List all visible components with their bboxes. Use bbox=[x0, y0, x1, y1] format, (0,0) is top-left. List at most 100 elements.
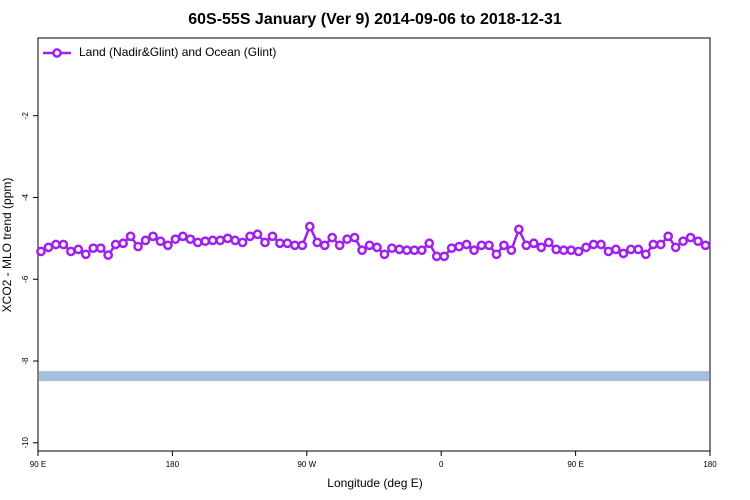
data-point bbox=[148, 231, 158, 242]
x-tick-label: 180 bbox=[166, 460, 180, 469]
y-tick-label: -6 bbox=[21, 275, 30, 283]
data-point bbox=[491, 249, 502, 260]
data-point bbox=[155, 236, 166, 247]
data-point bbox=[230, 235, 240, 246]
data-point bbox=[118, 238, 128, 249]
x-tick-label: 90 E bbox=[30, 460, 46, 469]
data-point bbox=[476, 240, 487, 251]
data-point bbox=[506, 245, 517, 256]
data-point bbox=[342, 234, 352, 245]
x-axis-label: Longitude (deg E) bbox=[327, 476, 422, 490]
data-point bbox=[640, 249, 651, 260]
data-point bbox=[185, 234, 196, 245]
y-tick-label: -10 bbox=[21, 436, 30, 448]
data-point bbox=[424, 238, 435, 249]
data-point bbox=[80, 249, 91, 260]
data-point bbox=[416, 245, 427, 256]
data-point bbox=[133, 241, 143, 252]
data-point bbox=[267, 231, 278, 242]
data-point bbox=[349, 232, 360, 243]
data-point bbox=[633, 244, 644, 255]
data-point bbox=[446, 243, 457, 254]
data-point bbox=[670, 242, 681, 253]
data-point bbox=[685, 232, 696, 243]
data-point bbox=[207, 235, 218, 246]
data-point bbox=[110, 239, 121, 250]
data-point bbox=[618, 248, 629, 259]
data-point bbox=[170, 234, 181, 245]
data-point bbox=[192, 237, 203, 248]
data-point bbox=[499, 240, 509, 251]
data-point bbox=[252, 229, 263, 240]
data-point bbox=[678, 236, 688, 247]
data-point bbox=[663, 231, 674, 242]
data-point bbox=[581, 242, 591, 253]
data-point bbox=[484, 240, 494, 251]
data-point bbox=[260, 237, 270, 248]
x-tick-label: 90 W bbox=[297, 460, 316, 469]
data-point bbox=[603, 246, 614, 257]
data-point bbox=[573, 246, 584, 257]
data-point bbox=[312, 237, 323, 248]
data-point bbox=[379, 249, 390, 260]
data-point bbox=[626, 244, 636, 255]
data-point bbox=[58, 239, 69, 250]
data-point bbox=[304, 221, 315, 232]
data-point bbox=[394, 244, 405, 255]
data-point bbox=[655, 239, 666, 250]
chart-title: 60S-55S January (Ver 9) 2014-09-06 to 20… bbox=[188, 11, 562, 28]
x-tick-label: 180 bbox=[703, 460, 717, 469]
data-point bbox=[73, 244, 84, 255]
data-point bbox=[125, 231, 136, 242]
data-point bbox=[245, 231, 255, 242]
data-point bbox=[95, 243, 106, 254]
data-point bbox=[51, 239, 61, 250]
data-point bbox=[454, 241, 464, 252]
data-point bbox=[402, 245, 412, 256]
data-point bbox=[103, 250, 114, 260]
data-point bbox=[140, 235, 151, 246]
data-point bbox=[409, 245, 420, 256]
data-point bbox=[439, 251, 450, 262]
y-axis-label: XCO2 - MLO trend (ppm) bbox=[0, 178, 14, 313]
data-point bbox=[387, 243, 397, 254]
data-point bbox=[543, 237, 554, 248]
data-point bbox=[43, 242, 54, 253]
legend-label: Land (Nadir&Glint) and Ocean (Glint) bbox=[79, 45, 276, 59]
data-point bbox=[222, 233, 233, 244]
data-point bbox=[469, 245, 479, 256]
data-point bbox=[282, 238, 293, 249]
data-point bbox=[66, 246, 76, 257]
data-point bbox=[372, 242, 382, 253]
data-point bbox=[521, 240, 532, 251]
data-point bbox=[36, 246, 46, 257]
data-point bbox=[693, 236, 703, 247]
data-point bbox=[327, 232, 338, 243]
data-point bbox=[319, 240, 330, 251]
data-point bbox=[596, 239, 606, 250]
data-point bbox=[297, 240, 308, 251]
data-point bbox=[536, 242, 547, 253]
data-point bbox=[275, 238, 285, 249]
data-point bbox=[431, 251, 442, 262]
y-tick-label: -2 bbox=[21, 112, 30, 120]
data-point bbox=[700, 240, 711, 251]
legend-marker bbox=[52, 48, 62, 58]
y-tick-label: -4 bbox=[21, 193, 30, 201]
data-point bbox=[364, 240, 375, 251]
x-tick-label: 90 E bbox=[567, 460, 583, 469]
data-point bbox=[178, 231, 188, 242]
y-tick-label: -8 bbox=[21, 357, 30, 365]
data-point bbox=[514, 224, 524, 235]
data-point bbox=[163, 240, 173, 251]
data-point bbox=[290, 240, 300, 251]
data-point bbox=[461, 239, 472, 250]
data-point bbox=[611, 244, 621, 255]
data-point bbox=[551, 244, 562, 255]
data-point bbox=[334, 240, 345, 251]
data-point bbox=[648, 239, 659, 250]
data-point bbox=[566, 245, 576, 256]
data-point bbox=[588, 239, 599, 250]
data-point bbox=[237, 237, 248, 248]
